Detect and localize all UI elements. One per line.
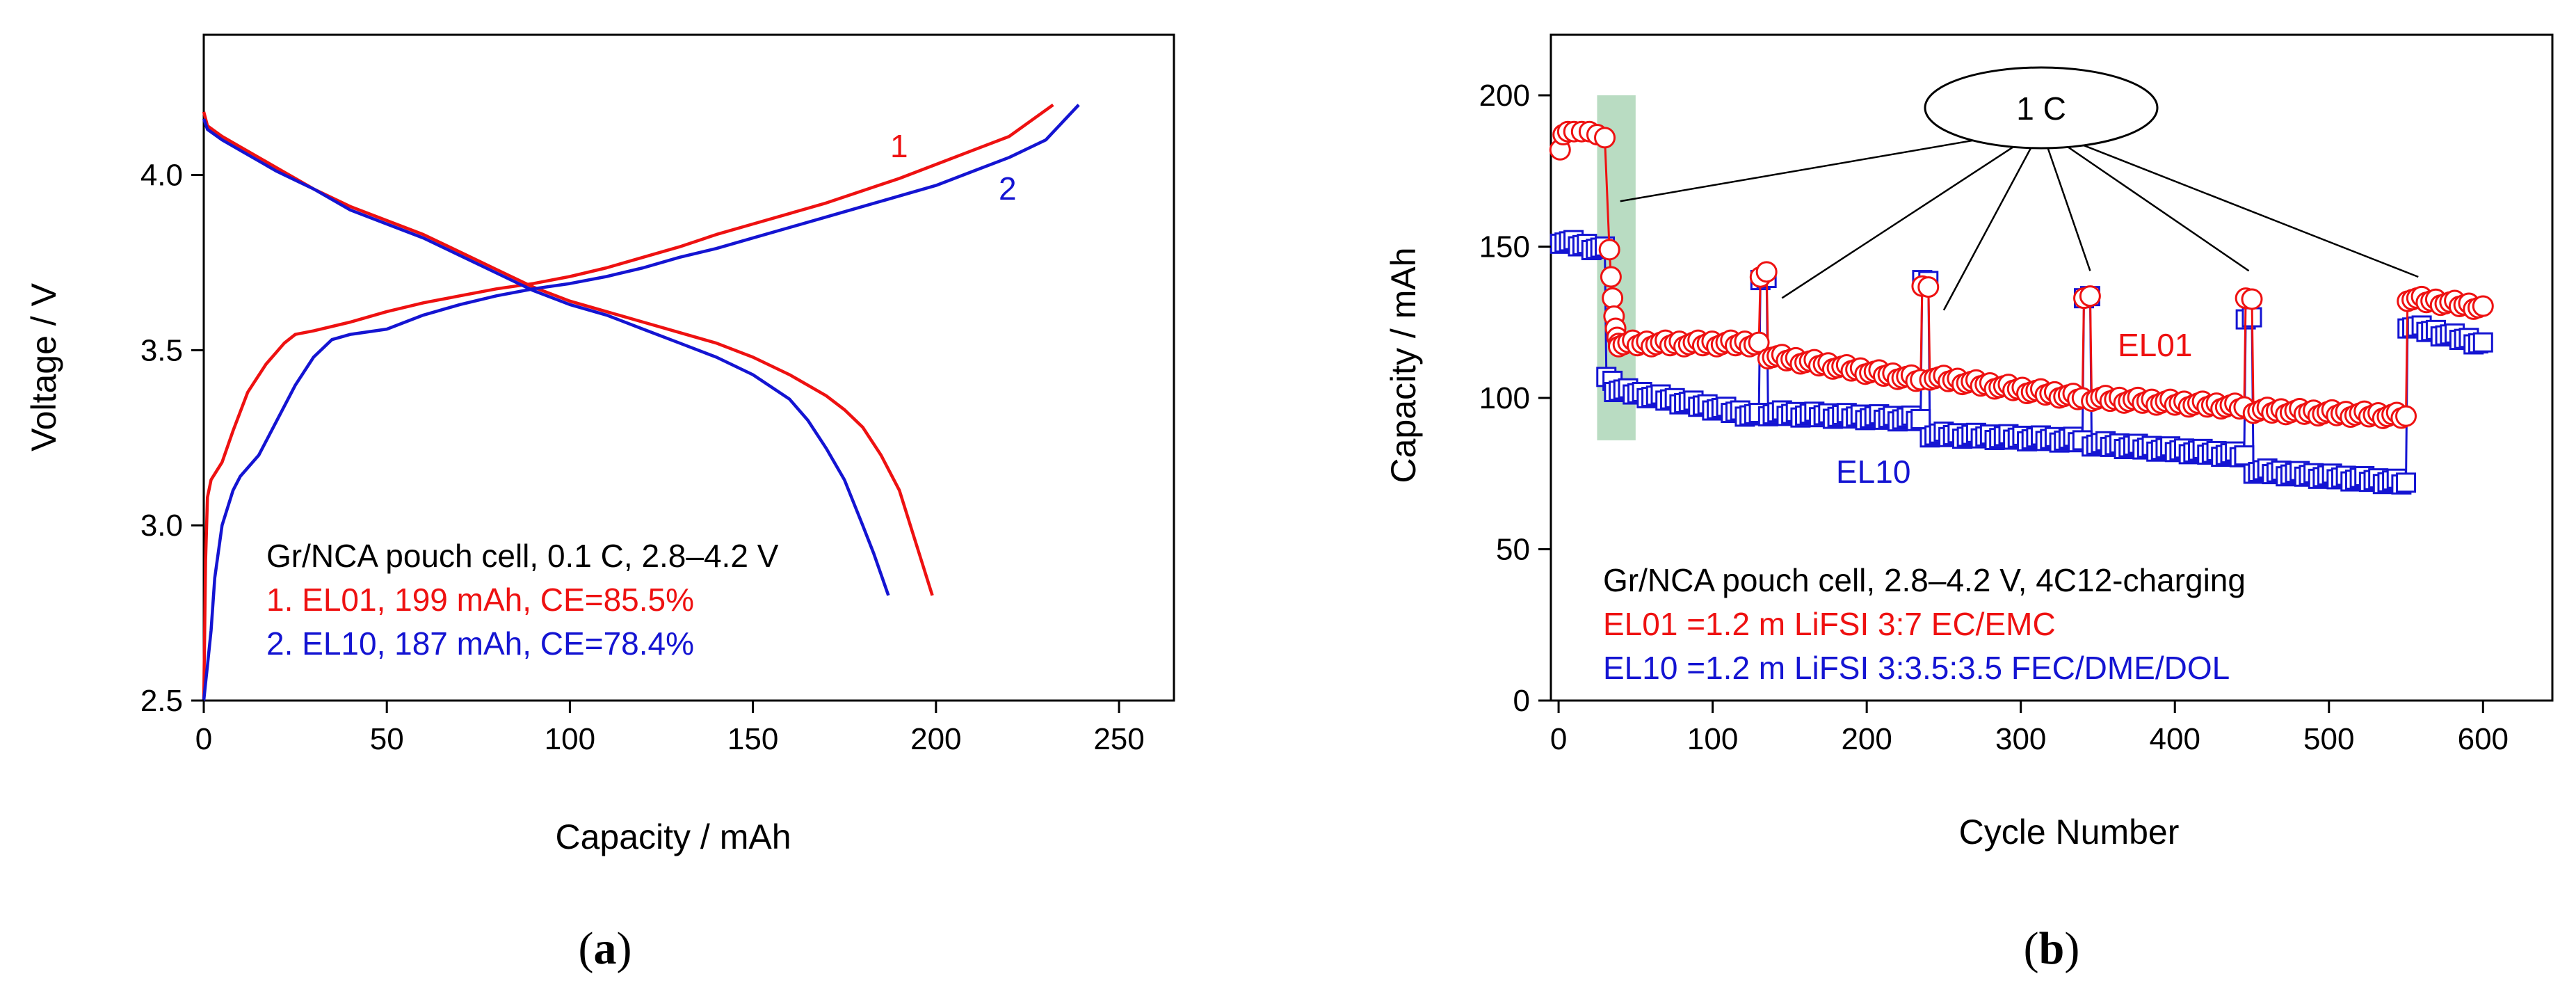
panel-a-series-line-2: [202, 111, 934, 596]
panel-b-note-cell: Gr/NCA pouch cell, 2.8–4.2 V, 4C12-charg…: [1603, 562, 2246, 598]
panel-b-note-el01: EL01 =1.2 m LiFSI 3:7 EC/EMC: [1603, 606, 2056, 642]
panel-a-letter: a: [594, 923, 617, 974]
panel-a-ytick-label: 3.5: [140, 333, 183, 367]
panel-b-callout-line: [1781, 127, 2042, 299]
svg-text:(a): (a): [579, 923, 632, 974]
svg-text:(b): (b): [2024, 923, 2080, 974]
panel-a-series-line-4: [202, 118, 890, 596]
panel-b-callout-label: 1 C: [2016, 90, 2066, 127]
panel-b-xtick-label: 200: [1841, 722, 1892, 756]
panel-b-point-el01: [1602, 287, 1624, 309]
panel-b-ytick-label: 200: [1479, 79, 1530, 113]
panel-b-point-el10: [2472, 332, 2493, 353]
panel-b-point-el01: [1917, 276, 1940, 298]
panel-b-note-el10: EL10 =1.2 m LiFSI 3:3.5:3.5 FEC/DME/DOL: [1603, 650, 2230, 686]
panel-a-xtick-label: 50: [370, 722, 404, 756]
panel-b-xtick-label: 600: [2458, 722, 2509, 756]
panel-b-chart: 1 C 0 100 200 300 400 500 600 0 50 100 150 200 EL01…: [1384, 33, 2554, 974]
panel-a-ytick-label: 2.5: [140, 684, 183, 718]
panel-b-point-el10: [1910, 408, 1931, 429]
panel-a-note-el01: 1. EL01, 199 mAh, CE=85.5%: [266, 582, 694, 618]
panel-a-ytick-label: 4.0: [140, 158, 183, 192]
panel-b-point-el01: [1748, 331, 1770, 353]
panel-a-series: [202, 103, 1080, 701]
panel-b-callout-lines: [1620, 127, 2419, 311]
panel-a-ytick-label: 3.0: [140, 509, 183, 543]
panel-b-ylabel: Capacity / mAh: [1384, 247, 1423, 483]
panel-a-series-line-1: [202, 103, 1054, 701]
panel-b-point-el01: [2079, 285, 2101, 307]
panel-b-ticks: 0 100 200 300 400 500 600 0 50 100 150 200: [1479, 79, 2509, 756]
panel-b-xtick-label: 100: [1687, 722, 1738, 756]
panel-b-xtick-label: 0: [1550, 722, 1567, 756]
panel-b-el01-label: EL01: [2118, 327, 2192, 363]
panel-b-point-el10: [2396, 472, 2417, 493]
panel-b-xtick-label: 400: [2150, 722, 2200, 756]
panel-a-chart: 0 50 100 150 200 250 2.5 3.0 3.5 4.0 1 2 Gr/NCA p…: [24, 33, 1175, 974]
panel-a-curve2-label: 2: [999, 170, 1017, 207]
panel-b-plot-frame: [1549, 33, 2554, 702]
panel-b-callout-ellipse: [1924, 66, 2159, 150]
panel-b-caption: (b): [2024, 923, 2080, 974]
panel-b-point-el01: [1755, 261, 1778, 283]
panel-a-xtick-label: 100: [545, 722, 595, 756]
panel-a-series-line-3: [202, 104, 1080, 701]
panel-b-ytick-label: 100: [1479, 381, 1530, 415]
panel-b-ytick-label: 150: [1479, 230, 1530, 264]
panel-a-ticks: 0 50 100 150 200 250 2.5 3.0 3.5 4.0: [140, 158, 1145, 756]
panel-b-ytick-label: 0: [1513, 684, 1530, 718]
panel-b-callout-line: [2040, 128, 2091, 271]
panel-a-xtick-label: 150: [727, 722, 778, 756]
panel-b-letter: b: [2039, 923, 2065, 974]
panel-a-xlabel: Capacity / mAh: [555, 817, 791, 856]
panel-a-ylabel: Voltage / V: [24, 282, 63, 451]
panel-a-xtick-label: 250: [1093, 722, 1144, 756]
panel-b-point-el01: [2395, 405, 2417, 427]
panel-b-point-el01: [2472, 295, 2494, 317]
panel-b-xlabel: Cycle Number: [1959, 813, 2180, 852]
panel-b-xtick-label: 300: [1995, 722, 2046, 756]
panel-a-curve1-label: 1: [890, 128, 908, 164]
panel-b-ytick-label: 50: [1496, 533, 1530, 567]
panel-b-xtick-label: 500: [2303, 722, 2354, 756]
panel-b-callout-line: [2040, 127, 2250, 272]
panel-a-plot-frame: [202, 33, 1175, 702]
panel-a-xtick-label: 0: [195, 722, 212, 756]
panel-a-note-cell: Gr/NCA pouch cell, 0.1 C, 2.8–4.2 V: [266, 538, 779, 574]
panel-b-series: [1549, 120, 2494, 495]
panel-a-xtick-label: 200: [910, 722, 961, 756]
panel-b-callout-line: [2040, 127, 2419, 278]
panel-b-series-line-el01: [1559, 130, 2484, 420]
panel-a-note-el10: 2. EL10, 187 mAh, CE=78.4%: [266, 625, 694, 662]
panel-a-caption: (a): [579, 923, 632, 974]
panel-b-point-el01: [1594, 127, 1616, 149]
panel-b-point-el01: [1598, 239, 1620, 261]
panel-b-point-el01: [2241, 288, 2263, 310]
panel-b-callout-line: [1942, 128, 2043, 311]
panel-b-el10-label: EL10: [1836, 454, 1910, 490]
panel-b-point-el10: [2234, 445, 2255, 466]
panel-b-point-el01: [1600, 266, 1622, 288]
